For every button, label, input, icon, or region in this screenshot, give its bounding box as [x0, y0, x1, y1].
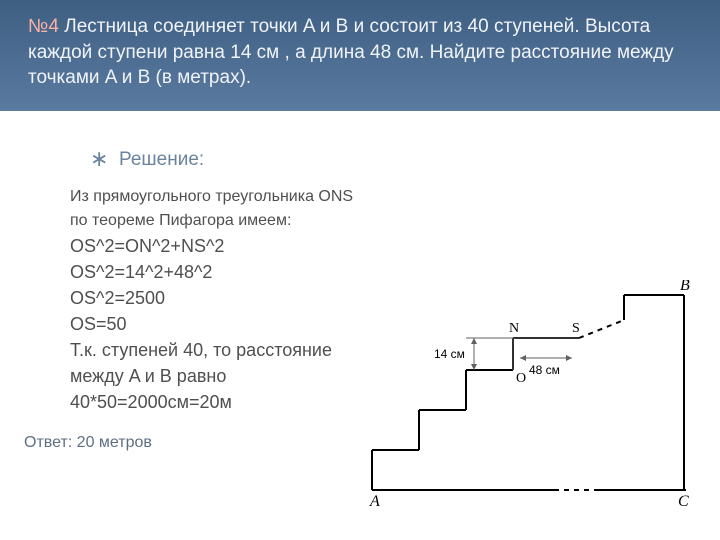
dim-width: 48 см	[529, 363, 560, 377]
bullet-icon: ∗	[90, 146, 108, 171]
label-B: B	[680, 280, 690, 294]
label-O: O	[516, 371, 526, 386]
solution-title-text: Решение:	[119, 149, 204, 170]
line-1: OS^2=ON^2+NS^2	[70, 233, 720, 259]
label-C: C	[678, 493, 689, 510]
problem-text: Лестница соединяет точки A и B и состоит…	[28, 16, 674, 88]
solution-title: ∗ Решение:	[90, 145, 720, 171]
staircase-diagram: A C B N S O 14 см 48 см	[364, 280, 694, 510]
label-S: S	[572, 321, 580, 336]
label-A: A	[369, 493, 380, 510]
solution-intro: Из прямоугольного треугольника ONS по те…	[70, 185, 400, 233]
dim-height: 14 см	[434, 347, 465, 361]
problem-number: №4	[28, 16, 59, 37]
intro-line-1: Из прямоугольного треугольника ONS	[70, 185, 400, 209]
label-N: N	[509, 321, 519, 336]
problem-header: №4 Лестница соединяет точки A и B и сост…	[0, 0, 720, 111]
intro-line-2: по теореме Пифагора имеем:	[70, 209, 400, 233]
